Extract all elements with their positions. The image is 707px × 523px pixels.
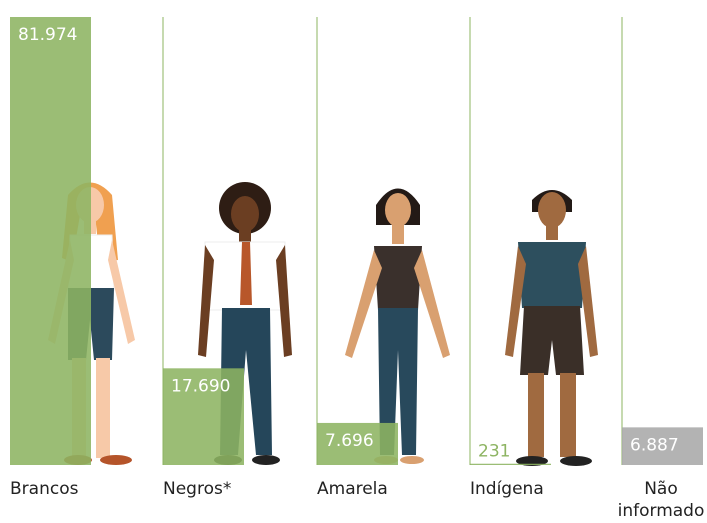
category-label: Indígena — [470, 479, 544, 499]
value-label: 231 — [478, 442, 510, 462]
value-label: 7.696 — [325, 431, 374, 451]
category-label: Brancos — [10, 479, 79, 499]
category-label: Amarela — [317, 479, 388, 499]
category-label: Não informado — [617, 479, 705, 521]
figure-amarela — [345, 188, 450, 464]
bar — [163, 368, 244, 465]
bar — [317, 422, 398, 465]
bar — [470, 463, 551, 465]
figure-indigena — [505, 190, 598, 466]
value-label: 6.887 — [630, 435, 679, 455]
value-label: 81.974 — [18, 25, 77, 45]
bar — [10, 17, 91, 465]
value-label: 17.690 — [171, 376, 230, 396]
bar — [622, 427, 703, 465]
category-label: Negros* — [163, 479, 232, 499]
